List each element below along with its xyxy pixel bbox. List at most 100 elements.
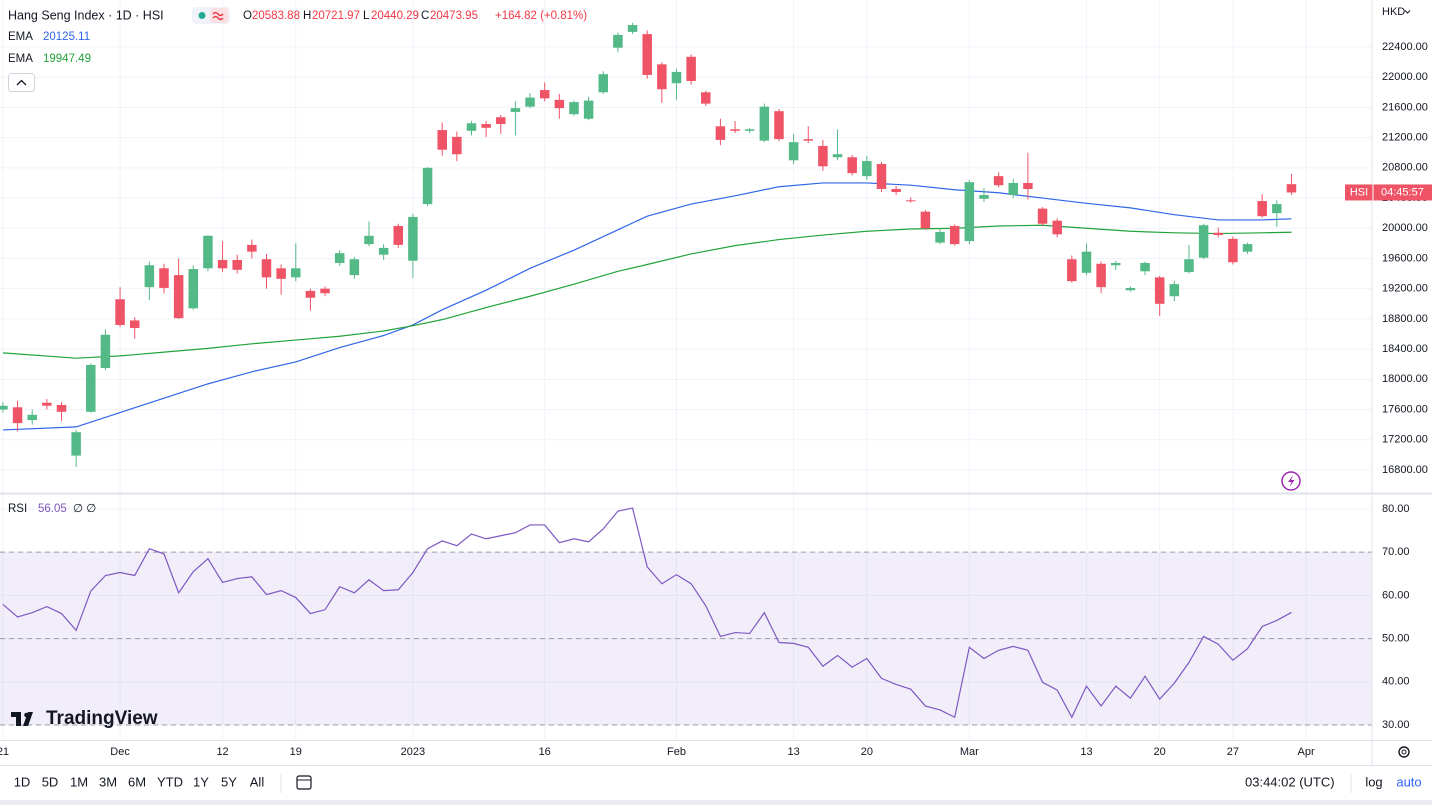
candle-body	[1154, 277, 1165, 304]
gear[interactable]	[1398, 746, 1410, 758]
candle-body	[935, 232, 945, 243]
alert-icon[interactable]	[1281, 471, 1301, 491]
interval-button[interactable]: 1M	[70, 774, 88, 789]
ohlc-legend: O 20583.88 H 20721.97 L 20440.29 C 20473…	[243, 10, 587, 22]
rsi-pane	[0, 551, 1372, 726]
change: +164.82 (+0.81%)	[495, 10, 587, 22]
candle-body	[642, 34, 652, 75]
candle-body	[42, 402, 52, 406]
candle-body	[744, 129, 755, 131]
rsi-value: 56.05	[38, 503, 67, 515]
y-tick-label: 21200.00	[1382, 132, 1428, 144]
candle-body	[232, 259, 242, 270]
y-tick-label: 17200.00	[1382, 434, 1428, 446]
x-tick-label: 20	[1154, 746, 1166, 758]
x-tick-label: 21	[0, 746, 9, 758]
candle-body	[832, 154, 843, 158]
candle-body	[993, 176, 1004, 186]
date-range-button[interactable]	[296, 775, 312, 790]
clock[interactable]: 03:44:02 (UTC)	[1245, 774, 1335, 789]
candle-body	[1242, 244, 1253, 252]
logo: TradingView	[11, 708, 158, 729]
candle-body	[759, 106, 770, 141]
candle-body	[364, 235, 374, 245]
currency-label[interactable]: HKD	[1382, 6, 1405, 18]
candle-body	[788, 142, 799, 161]
candle-body	[1067, 259, 1077, 282]
y-tick-label: 19600.00	[1382, 252, 1428, 264]
candle-body	[305, 290, 316, 298]
candle-body	[320, 288, 330, 294]
candle-body	[393, 225, 404, 245]
alert-bolt	[1288, 475, 1295, 487]
ohlc-value: 20473.95	[430, 10, 478, 22]
rsi-tick-label: 80.00	[1382, 503, 1410, 515]
log-toggle[interactable]: log	[1365, 774, 1382, 789]
rsi-name: RSI	[8, 503, 27, 515]
price-tag	[1345, 184, 1432, 201]
x-tick-label: 13	[1080, 746, 1092, 758]
interval-button[interactable]: All	[250, 774, 265, 789]
gear-hub	[1401, 749, 1407, 755]
candle-body	[159, 268, 169, 288]
candle-body	[1037, 208, 1048, 224]
ohlc-letter: L	[363, 10, 370, 22]
candle-body	[657, 64, 667, 90]
x-tick-label: Dec	[110, 746, 130, 758]
y-tick-label: 18400.00	[1382, 343, 1428, 355]
candle-body	[422, 167, 433, 205]
rsi-tick-label: 50.00	[1382, 633, 1410, 645]
rsi-tick-label: 30.00	[1382, 719, 1410, 731]
interval-button[interactable]: 6M	[128, 774, 146, 789]
chevron-up	[16, 79, 27, 86]
candle-body	[27, 414, 37, 421]
calendar-icon[interactable]	[296, 775, 312, 790]
candle-body	[627, 25, 638, 32]
candle-body	[129, 320, 140, 328]
rsi-extra: ∅ ∅	[73, 503, 96, 515]
candle-body	[144, 265, 155, 288]
candle-body	[291, 268, 301, 278]
collapse-button[interactable]	[8, 73, 35, 92]
candle-body	[1198, 225, 1209, 258]
candle-body	[598, 74, 609, 93]
ohlc-value: 20721.97	[312, 10, 360, 22]
settings-button[interactable]	[1398, 746, 1410, 758]
candle-body	[378, 247, 389, 255]
interval-button[interactable]: 3M	[99, 774, 117, 789]
candle-body	[1257, 201, 1267, 217]
candle-body	[334, 253, 345, 264]
price-tag-symbol: HSI	[1350, 186, 1368, 198]
x-tick-label: 12	[216, 746, 228, 758]
candle-body	[1111, 263, 1121, 266]
logo-dot	[24, 712, 29, 718]
collapse-box[interactable]	[8, 73, 35, 92]
candle-body	[247, 244, 257, 252]
toolbar: 03:44:02 (UTC) log auto 1D 5D 1M 3M 6M YTD 1Y 5…	[14, 773, 1422, 793]
candle-body	[862, 161, 872, 177]
interval-button[interactable]: 1Y	[193, 774, 209, 789]
auto-toggle[interactable]: auto	[1396, 774, 1421, 789]
candle-body	[1286, 184, 1297, 193]
ema-line	[2, 182, 1292, 431]
symbol-title: Hang Seng Index · 1D · HSI	[8, 8, 164, 22]
ema-line	[2, 224, 1292, 359]
interval-button[interactable]: YTD	[157, 774, 183, 789]
candle-body	[613, 34, 623, 48]
x-tick-label: 20	[861, 746, 873, 758]
candle-body	[481, 124, 491, 128]
indicator-value: 20125.11	[43, 31, 90, 43]
x-tick-label: Feb	[667, 746, 686, 758]
interval-button[interactable]: 1D	[14, 774, 31, 789]
ohlc-letter: O	[243, 10, 252, 22]
x-tick-label: 13	[787, 746, 799, 758]
candle-body	[466, 123, 477, 131]
interval-button[interactable]: 5Y	[221, 774, 237, 789]
candle-body	[173, 275, 184, 319]
candle-body	[203, 235, 213, 269]
candle-body	[12, 407, 23, 424]
candle-body	[774, 111, 784, 140]
candle-body	[569, 102, 579, 115]
interval-button[interactable]: 5D	[42, 774, 59, 789]
